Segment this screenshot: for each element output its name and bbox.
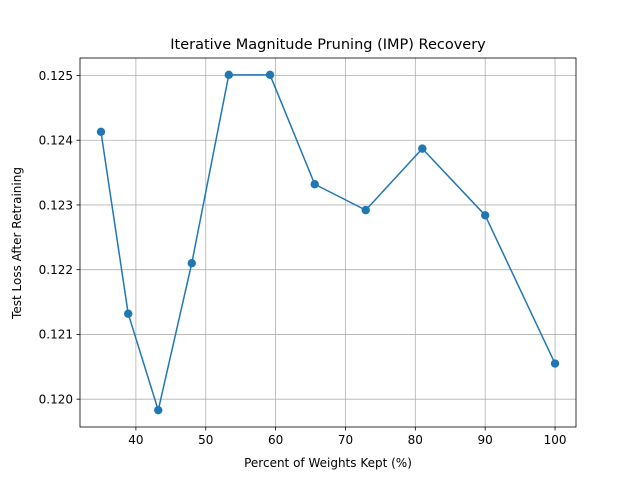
x-tick-label: 80 bbox=[408, 433, 423, 447]
x-tick-label: 50 bbox=[198, 433, 213, 447]
series-line bbox=[100, 74, 556, 411]
x-tick-label: 70 bbox=[338, 433, 353, 447]
data-point bbox=[550, 359, 560, 368]
data-point bbox=[187, 259, 196, 268]
data-point bbox=[224, 70, 233, 80]
series bbox=[96, 70, 560, 415]
x-axis-title: Percent of Weights Kept (%) bbox=[244, 456, 412, 470]
data-point bbox=[124, 309, 133, 318]
plot-frame bbox=[79, 57, 577, 428]
grid bbox=[80, 58, 576, 427]
ticks: 40 50 60 70 80 90 100 0.120 0.121 0.122 0.123 0.124… bbox=[39, 69, 567, 447]
x-tick-label: 60 bbox=[268, 433, 283, 447]
data-point bbox=[96, 127, 106, 136]
data-point bbox=[480, 211, 490, 220]
data-point bbox=[418, 144, 427, 153]
data-point bbox=[265, 70, 275, 80]
y-tick-label: 0.124 bbox=[39, 134, 73, 148]
chart-title: Iterative Magnitude Pruning (IMP) Recove… bbox=[170, 37, 486, 53]
x-tick-label: 100 bbox=[544, 433, 567, 447]
x-tick-label: 90 bbox=[478, 433, 493, 447]
y-tick-label: 0.122 bbox=[39, 263, 73, 277]
y-tick-label: 0.123 bbox=[39, 198, 73, 212]
y-tick-label: 0.121 bbox=[39, 328, 73, 342]
data-point bbox=[310, 180, 319, 189]
x-tick-label: 40 bbox=[128, 433, 143, 447]
data-point bbox=[154, 405, 163, 415]
y-tick-label: 0.120 bbox=[39, 392, 73, 406]
data-point bbox=[361, 205, 370, 215]
y-axis-title: Test Loss After Retraining bbox=[10, 167, 24, 320]
y-tick-label: 0.125 bbox=[39, 69, 73, 83]
